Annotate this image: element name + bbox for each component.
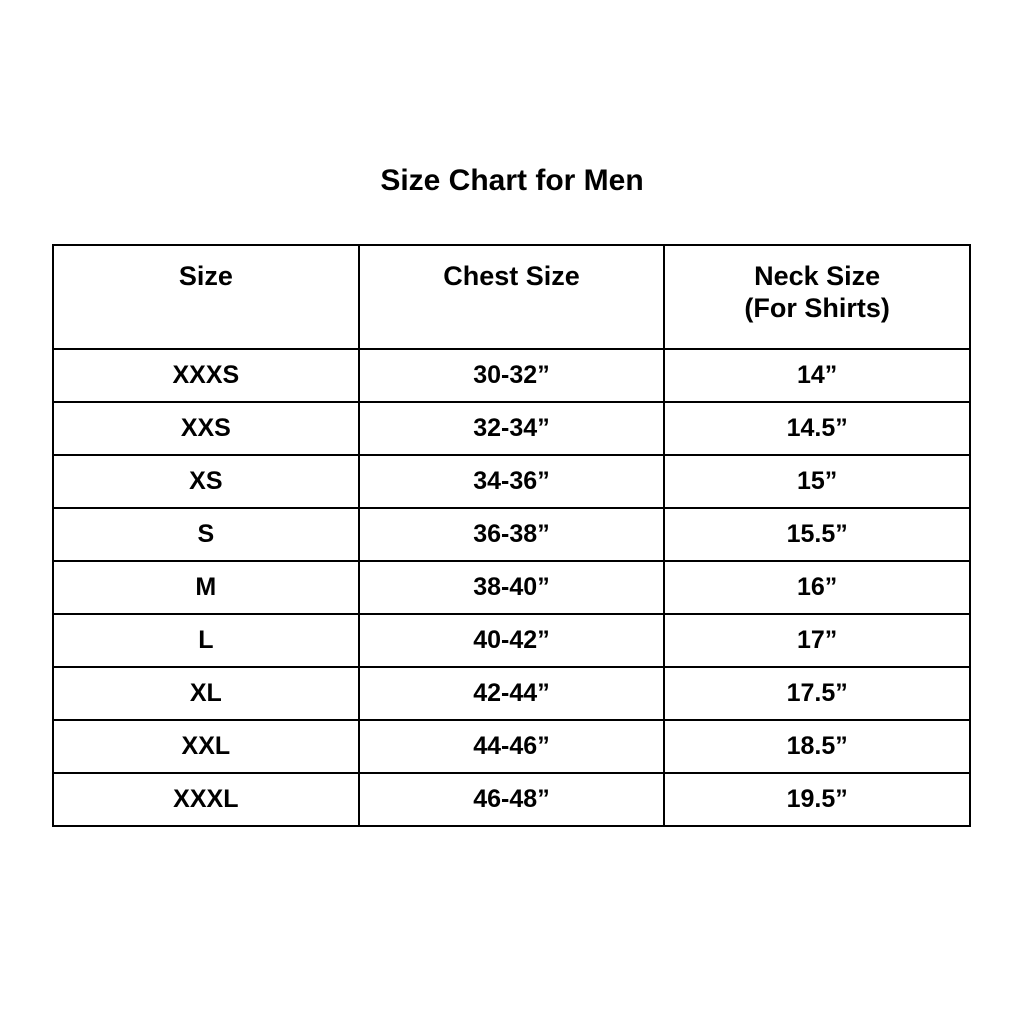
chest-size-cell: 38-40” bbox=[357, 560, 666, 615]
chest-size-cell: 40-42” bbox=[357, 613, 666, 668]
table-row: M 38-40” 16” bbox=[52, 560, 971, 615]
chest-size-cell: 30-32” bbox=[357, 348, 666, 403]
neck-size-cell: 16” bbox=[663, 560, 971, 615]
neck-size-cell: 14.5” bbox=[663, 401, 971, 456]
neck-size-cell: 15” bbox=[663, 454, 971, 509]
size-cell: XXXS bbox=[52, 348, 360, 403]
size-cell: XL bbox=[52, 666, 360, 721]
page-title: Size Chart for Men bbox=[380, 164, 644, 197]
neck-size-cell: 18.5” bbox=[663, 719, 971, 774]
table-row: XXXL 46-48” 19.5” bbox=[52, 772, 971, 827]
table-header: Size Chest Size Neck Size (For Shirts) bbox=[52, 244, 971, 350]
column-header-neck-size-sublabel: (For Shirts) bbox=[744, 293, 890, 323]
column-header-chest-size-label: Chest Size bbox=[443, 261, 580, 291]
neck-size-cell: 19.5” bbox=[663, 772, 971, 827]
neck-size-cell: 17.5” bbox=[663, 666, 971, 721]
chest-size-cell: 36-38” bbox=[357, 507, 666, 562]
chest-size-cell: 46-48” bbox=[357, 772, 666, 827]
size-cell: XS bbox=[52, 454, 360, 509]
size-chart-table: Size Chest Size Neck Size (For Shirts) X… bbox=[52, 244, 971, 827]
size-cell: XXL bbox=[52, 719, 360, 774]
neck-size-cell: 17” bbox=[663, 613, 971, 668]
size-cell: L bbox=[52, 613, 360, 668]
chest-size-cell: 42-44” bbox=[357, 666, 666, 721]
chest-size-cell: 34-36” bbox=[357, 454, 666, 509]
table-row: XXS 32-34” 14.5” bbox=[52, 401, 971, 456]
column-header-neck-size: Neck Size (For Shirts) bbox=[663, 244, 971, 350]
neck-size-cell: 15.5” bbox=[663, 507, 971, 562]
column-header-neck-size-label: Neck Size bbox=[754, 261, 881, 291]
table-row: XXXS 30-32” 14” bbox=[52, 348, 971, 403]
header-row: Size Chest Size Neck Size (For Shirts) bbox=[52, 244, 971, 350]
size-cell: S bbox=[52, 507, 360, 562]
table-row: L 40-42” 17” bbox=[52, 613, 971, 668]
column-header-chest-size: Chest Size bbox=[357, 244, 666, 350]
size-cell: M bbox=[52, 560, 360, 615]
table-row: XS 34-36” 15” bbox=[52, 454, 971, 509]
table-body: XXXS 30-32” 14” XXS 32-34” 14.5” XS 34-36” 15” S 3… bbox=[52, 348, 971, 827]
table-row: XL 42-44” 17.5” bbox=[52, 666, 971, 721]
neck-size-cell: 14” bbox=[663, 348, 971, 403]
size-cell: XXS bbox=[52, 401, 360, 456]
table-row: XXL 44-46” 18.5” bbox=[52, 719, 971, 774]
size-cell: XXXL bbox=[52, 772, 360, 827]
column-header-size-label: Size bbox=[178, 261, 233, 291]
table-row: S 36-38” 15.5” bbox=[52, 507, 971, 562]
column-header-size: Size bbox=[52, 244, 360, 350]
chest-size-cell: 44-46” bbox=[357, 719, 666, 774]
chest-size-cell: 32-34” bbox=[357, 401, 666, 456]
